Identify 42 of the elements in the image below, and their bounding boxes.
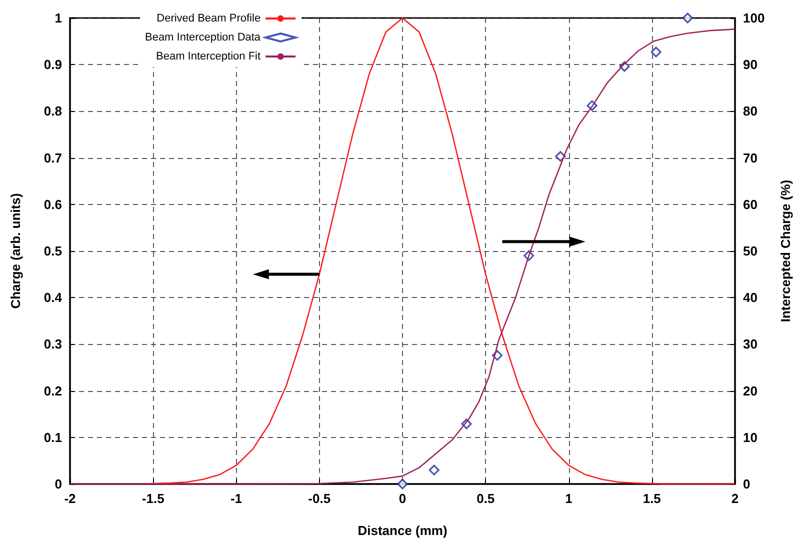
y2-tick-label: 100 (743, 10, 765, 26)
y-tick-label: 0.8 (44, 104, 62, 119)
y2-tick-label: 40 (743, 290, 758, 306)
point (682, 12, 693, 24)
x-tick-label: 0 (398, 491, 406, 506)
x-tick-label: 0.5 (476, 491, 495, 506)
y-axis-title: Charge (arb. units) (8, 193, 23, 309)
y2-tick-label: 90 (743, 57, 758, 72)
y-tick-label: 0.7 (44, 150, 62, 166)
y-tick-label: 0.2 (44, 383, 62, 398)
legend-label: Beam Interception Data (144, 32, 262, 44)
y2-tick-label: 20 (743, 383, 758, 398)
y-tick-label: 1 (54, 10, 62, 26)
point (428, 464, 440, 476)
x-tick-label: -0.5 (308, 491, 331, 506)
y2-tick-label: 0 (743, 476, 750, 492)
x-tick-label: -1 (230, 491, 242, 506)
y-tick-label: 0.9 (44, 57, 62, 72)
x-tick-label: 1 (565, 491, 572, 506)
point (650, 46, 662, 58)
y2-tick-label: 70 (743, 150, 758, 166)
x-tick-label: -1.5 (142, 491, 164, 506)
y-tick-label: 0 (54, 476, 62, 492)
y2-tick-label: 60 (743, 196, 758, 212)
y2-axis-title: Intercepted Charge (%) (778, 180, 793, 322)
y-tick-label: 0.1 (44, 430, 62, 445)
y-tick-label: 0.6 (44, 196, 62, 212)
y2-tick-label: 80 (743, 104, 758, 119)
point (555, 151, 566, 162)
legend-label: Beam Interception Fit (156, 50, 261, 62)
y2-tick-label: 50 (743, 244, 758, 258)
point (397, 478, 408, 490)
y-tick-label: 0.4 (44, 290, 63, 306)
y2-tick-label: 10 (743, 430, 758, 445)
y-tick-label: 0.3 (44, 336, 62, 352)
y-tick-label: 0.5 (44, 244, 62, 258)
x-tick-label: 2 (731, 491, 739, 506)
legend-label: Derived Beam Profile (156, 12, 261, 24)
x-tick-label: 1.5 (642, 491, 661, 506)
x-tick-label: -2 (64, 491, 76, 506)
x-axis-title: Distance (mm) (358, 523, 448, 538)
y2-tick-label: 30 (743, 336, 758, 352)
